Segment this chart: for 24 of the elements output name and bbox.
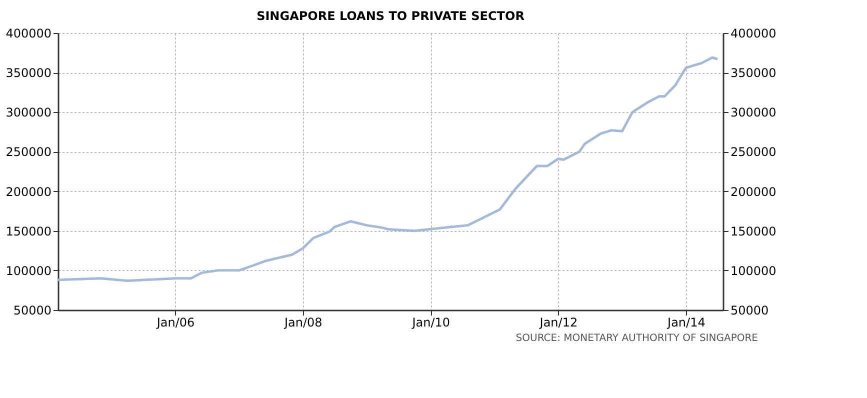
y2-tick-label: 400000 <box>730 26 776 40</box>
source-note: SOURCE: MONETARY AUTHORITY OF SINGAPORE <box>516 333 758 344</box>
y-tick-label: 400000 <box>6 26 52 40</box>
y2-tick-label: 250000 <box>730 145 776 160</box>
y2-tick-label: 300000 <box>730 106 776 120</box>
line-series <box>56 56 719 282</box>
y2-tick-label: 150000 <box>730 224 776 238</box>
y2-tick-label: 100000 <box>730 264 776 278</box>
y2-tick-label: 350000 <box>730 66 776 80</box>
x-tick-label: Jan/14 <box>666 316 706 330</box>
y2-tick-label: 50000 <box>730 304 769 318</box>
y-tick-label: 50000 <box>13 304 52 318</box>
y-tick-label: 200000 <box>6 184 52 199</box>
y-tick-label: 250000 <box>6 145 52 160</box>
x-tick-label: Jan/10 <box>411 316 450 330</box>
y-tick-label: 150000 <box>6 224 52 238</box>
chart-title: SINGAPORE LOANS TO PRIVATE SECTOR <box>256 9 524 23</box>
y-tick-label: 300000 <box>6 106 52 120</box>
y2-tick-label: 200000 <box>730 184 776 199</box>
x-tick-label: Jan/06 <box>156 316 195 330</box>
x-tick-label: Jan/08 <box>283 316 322 330</box>
y-tick-label: 100000 <box>6 264 52 278</box>
x-tick-label: Jan/12 <box>538 316 578 330</box>
y-tick-label: 350000 <box>6 66 52 80</box>
